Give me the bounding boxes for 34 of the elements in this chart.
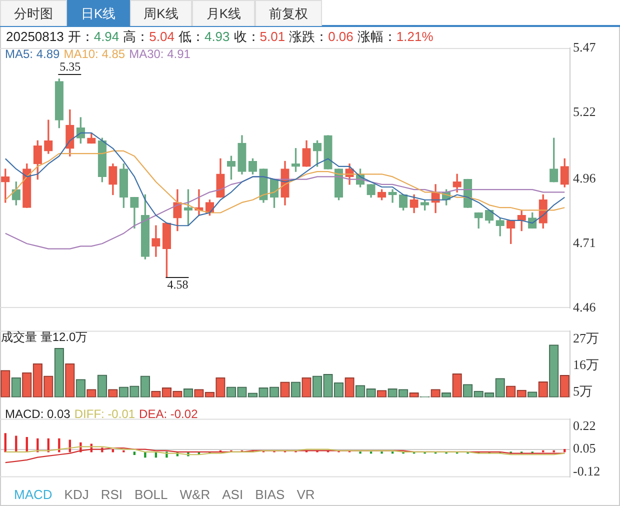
text: BOLL: [134, 487, 168, 502]
text: W&R: [180, 487, 210, 502]
text: BIAS: [255, 487, 285, 502]
text: MACD: [14, 487, 52, 502]
annotation: 5.35: [60, 60, 81, 74]
y-tick-label: -0.12: [573, 463, 600, 478]
text: DEA: -0.02: [139, 407, 198, 421]
y-tick-label: 5万: [573, 384, 592, 399]
y-tick-label: 0.22: [573, 418, 596, 434]
text: RSI: [100, 487, 123, 502]
y-tick-label: 4.46: [573, 299, 596, 314]
y-tick-label: 5.47: [573, 39, 596, 54]
series-label: MACD: 0.03: [5, 407, 70, 421]
text: 周K线: [130, 0, 192, 26]
text: VR: [296, 487, 315, 502]
annotation: 4.58: [167, 278, 188, 292]
text: KDJ: [64, 487, 89, 502]
text: 月K线: [192, 0, 256, 26]
chart-title: 成交量 量12.0万: [1, 329, 88, 346]
y-tick-label: 0.05: [573, 440, 596, 456]
text: 20250813 开：4.94 高：5.04 低：4.93 收：5.01 涨跌：0.06 涨幅：1.21%: [6, 29, 434, 44]
y-tick-label: 27万: [573, 330, 599, 346]
text: MA30: 4.91: [129, 47, 190, 61]
y-tick-label: 4.96: [573, 170, 596, 186]
text: 前复权: [255, 0, 322, 26]
text: ASI: [222, 487, 244, 502]
text: 分时图: [0, 0, 67, 26]
text: MA10: 4.85: [64, 47, 126, 61]
text: MA5: 4.89: [5, 47, 60, 61]
y-tick-label: 4.71: [573, 235, 596, 250]
y-tick-label: 5.22: [573, 104, 596, 119]
text: 日K线: [67, 0, 130, 26]
y-tick-label: 16万: [573, 357, 599, 372]
text: DIFF: -0.01: [74, 407, 136, 421]
